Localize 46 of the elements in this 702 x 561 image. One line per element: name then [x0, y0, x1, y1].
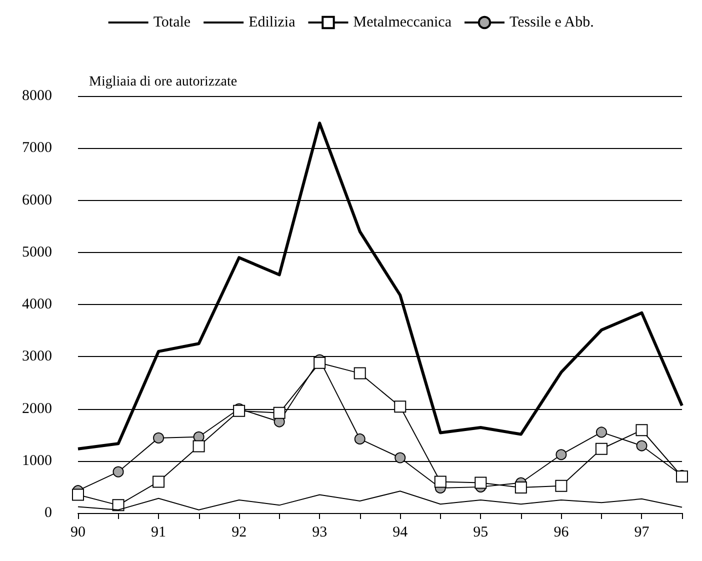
point	[555, 480, 568, 492]
point	[152, 476, 165, 488]
y-tick-label: 2000	[22, 400, 52, 417]
point	[394, 400, 406, 413]
x-tick-label: 90	[70, 524, 86, 540]
point	[72, 488, 84, 501]
point	[474, 476, 487, 489]
point	[595, 442, 608, 455]
point	[434, 476, 446, 488]
x-tick-label: 95	[473, 524, 488, 540]
point	[636, 424, 648, 436]
y-tick-label: 3000	[22, 348, 52, 365]
legend-label: Totale	[153, 14, 191, 30]
legend-label: Tessile e Abb.	[510, 14, 594, 30]
y-tick-label: 6000	[22, 192, 52, 208]
line-series	[76, 122, 684, 450]
point	[192, 440, 205, 452]
point	[596, 426, 607, 438]
point	[514, 481, 527, 494]
point	[556, 449, 567, 460]
point	[354, 433, 366, 444]
point	[314, 356, 326, 369]
point	[112, 466, 124, 478]
point	[394, 452, 406, 464]
y-tick-label: 4000	[22, 296, 52, 312]
x-tick-label: 93	[312, 524, 328, 540]
x-tick-label: 92	[232, 524, 247, 540]
y-tick-label: 0	[44, 505, 52, 521]
legend-label: Edilizia	[248, 14, 296, 30]
point	[153, 432, 164, 444]
y-tick-label: 7000	[22, 140, 52, 156]
x-tick-label: 97	[634, 524, 650, 540]
point	[233, 404, 246, 417]
point	[354, 367, 366, 380]
x-tick-label: 94	[392, 524, 408, 540]
point	[273, 406, 286, 419]
y-tick-label: 8000	[22, 88, 52, 104]
x-tick-label: 96	[554, 524, 570, 540]
y-tick-label: 1000	[22, 452, 52, 469]
line-series	[78, 490, 682, 512]
y-tick-label: 5000	[22, 244, 52, 260]
x-tick-label: 91	[151, 524, 166, 540]
legend-label: Metalmeccanica	[353, 14, 452, 30]
point	[636, 440, 648, 452]
point	[112, 499, 124, 512]
y-axis-title: Migliaia di ore autorizzate	[89, 74, 238, 90]
